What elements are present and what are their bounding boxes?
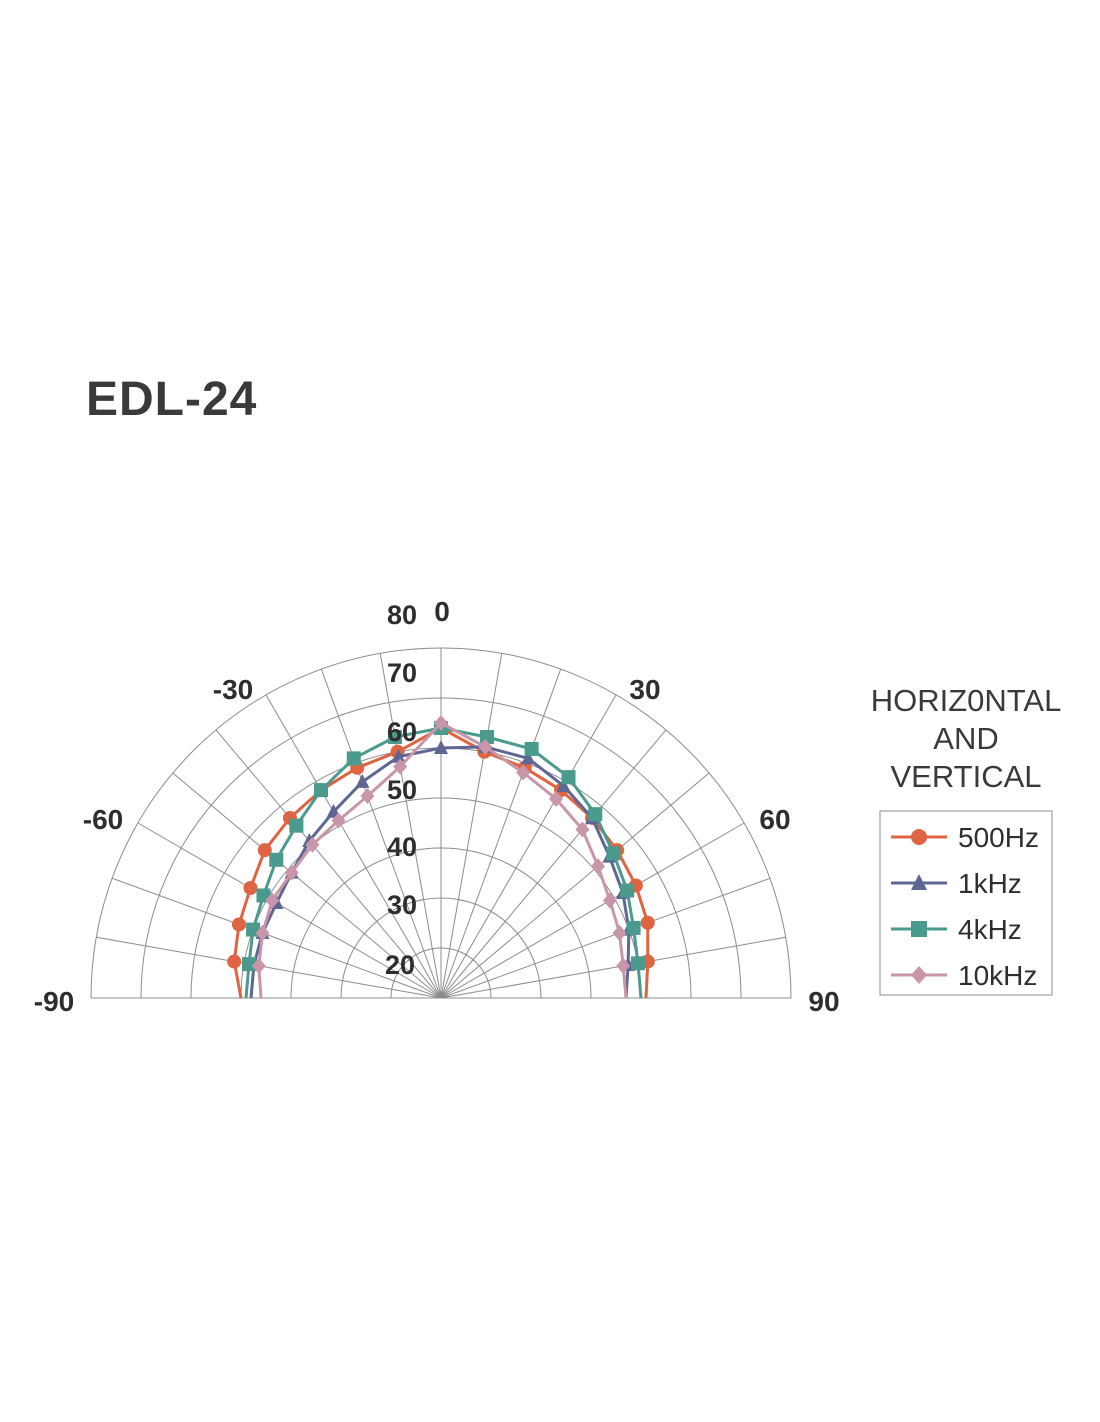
- grid-spoke: [265, 694, 442, 999]
- marker-square: [620, 883, 635, 898]
- marker-square: [561, 770, 576, 785]
- radial-tick-label: 60: [387, 717, 417, 747]
- marker-triangle: [521, 750, 536, 765]
- legend-item-500Hz: 500Hz: [891, 822, 1039, 853]
- marker-triangle: [556, 777, 571, 792]
- grid-spoke: [320, 668, 442, 999]
- marker-diamond: [393, 758, 408, 775]
- chart-title: EDL-24: [86, 373, 258, 426]
- marker-diamond: [434, 715, 448, 731]
- legend-title-line: VERTICAL: [890, 759, 1041, 794]
- grid-spoke: [440, 822, 745, 999]
- grid-spoke: [440, 877, 771, 999]
- legend-title-line: AND: [933, 721, 998, 756]
- polar-grid: [90, 647, 792, 999]
- marker-diamond: [911, 966, 927, 984]
- marker-triangle: [434, 740, 448, 754]
- marker-diamond: [360, 787, 375, 804]
- grid-spoke: [440, 694, 617, 999]
- angle-tick-label: -30: [213, 674, 253, 705]
- angle-tick-label: 30: [629, 674, 660, 705]
- grid-spoke: [440, 729, 667, 999]
- marker-square: [387, 730, 402, 745]
- legend-box: [879, 810, 1053, 996]
- angle-tick-label: -60: [83, 804, 123, 835]
- marker-square: [626, 920, 641, 935]
- tick-labels: 20 30 40 50 60 70 80 -90 -60 -30 0 30 60 90: [34, 596, 840, 1017]
- marker-diamond: [305, 836, 320, 853]
- grid-spoke: [172, 772, 442, 999]
- marker-square: [524, 741, 539, 756]
- grid-spoke: [111, 877, 442, 999]
- angle-tick-label: 90: [808, 986, 839, 1017]
- marker-square: [630, 956, 645, 971]
- series-line: [257, 721, 628, 999]
- legend-label: 500Hz: [958, 822, 1039, 853]
- legend-item-1kHz: 1kHz: [891, 868, 1022, 899]
- grid-spoke: [440, 772, 710, 999]
- marker-square: [269, 852, 284, 867]
- marker-square: [911, 921, 927, 937]
- marker-square: [314, 783, 328, 798]
- legend-label: 10kHz: [958, 960, 1037, 991]
- marker-square: [241, 957, 256, 972]
- marker-diamond: [591, 858, 606, 875]
- marker-circle: [231, 917, 246, 932]
- grid-spoke: [440, 936, 786, 999]
- marker-circle: [257, 843, 272, 858]
- marker-square: [588, 807, 603, 822]
- marker-diamond: [575, 821, 590, 838]
- series-10kHz: [251, 715, 631, 999]
- marker-diamond: [602, 892, 617, 909]
- radial-tick-label: 20: [385, 950, 415, 980]
- radial-tick-label: 80: [387, 600, 417, 630]
- radial-tick-label: 70: [387, 658, 417, 688]
- marker-diamond: [251, 957, 266, 974]
- marker-square: [480, 730, 495, 745]
- series-line: [244, 726, 643, 999]
- marker-diamond: [284, 864, 299, 881]
- marker-square: [289, 818, 304, 833]
- radial-tick-label: 50: [387, 775, 417, 805]
- angle-tick-label: 0: [434, 596, 450, 627]
- legend-label: 4kHz: [958, 914, 1022, 945]
- marker-triangle: [391, 748, 406, 763]
- marker-circle: [243, 881, 258, 895]
- legend-item-10kHz: 10kHz: [891, 960, 1037, 991]
- series-layer: [227, 715, 655, 999]
- marker-diamond: [265, 892, 280, 909]
- marker-diamond: [612, 925, 627, 942]
- grid-spoke: [440, 668, 562, 999]
- legend-item-4kHz: 4kHz: [891, 914, 1022, 945]
- marker-circle: [227, 954, 242, 969]
- marker-circle: [911, 829, 927, 845]
- radial-tick-label: 30: [387, 890, 417, 920]
- angle-tick-label: 60: [759, 804, 790, 835]
- marker-diamond: [331, 812, 346, 829]
- grid-spoke: [440, 653, 503, 999]
- legend-label: 1kHz: [958, 868, 1022, 899]
- marker-square: [606, 846, 621, 861]
- marker-diamond: [478, 738, 493, 755]
- marker-triangle: [355, 773, 370, 788]
- angle-tick-label: -90: [34, 986, 74, 1017]
- legend-title-line: HORIZ0NTAL: [871, 683, 1062, 718]
- marker-circle: [640, 915, 655, 930]
- marker-diamond: [516, 764, 531, 781]
- marker-square: [346, 751, 361, 766]
- grid-spoke: [379, 653, 442, 999]
- radial-tick-label: 40: [387, 832, 417, 862]
- grid-spoke: [137, 822, 442, 999]
- grid-spoke: [96, 936, 442, 999]
- marker-diamond: [616, 957, 631, 974]
- marker-diamond: [549, 790, 563, 807]
- marker-diamond: [255, 925, 270, 942]
- marker-triangle: [911, 874, 927, 890]
- grid-spoke: [215, 729, 442, 999]
